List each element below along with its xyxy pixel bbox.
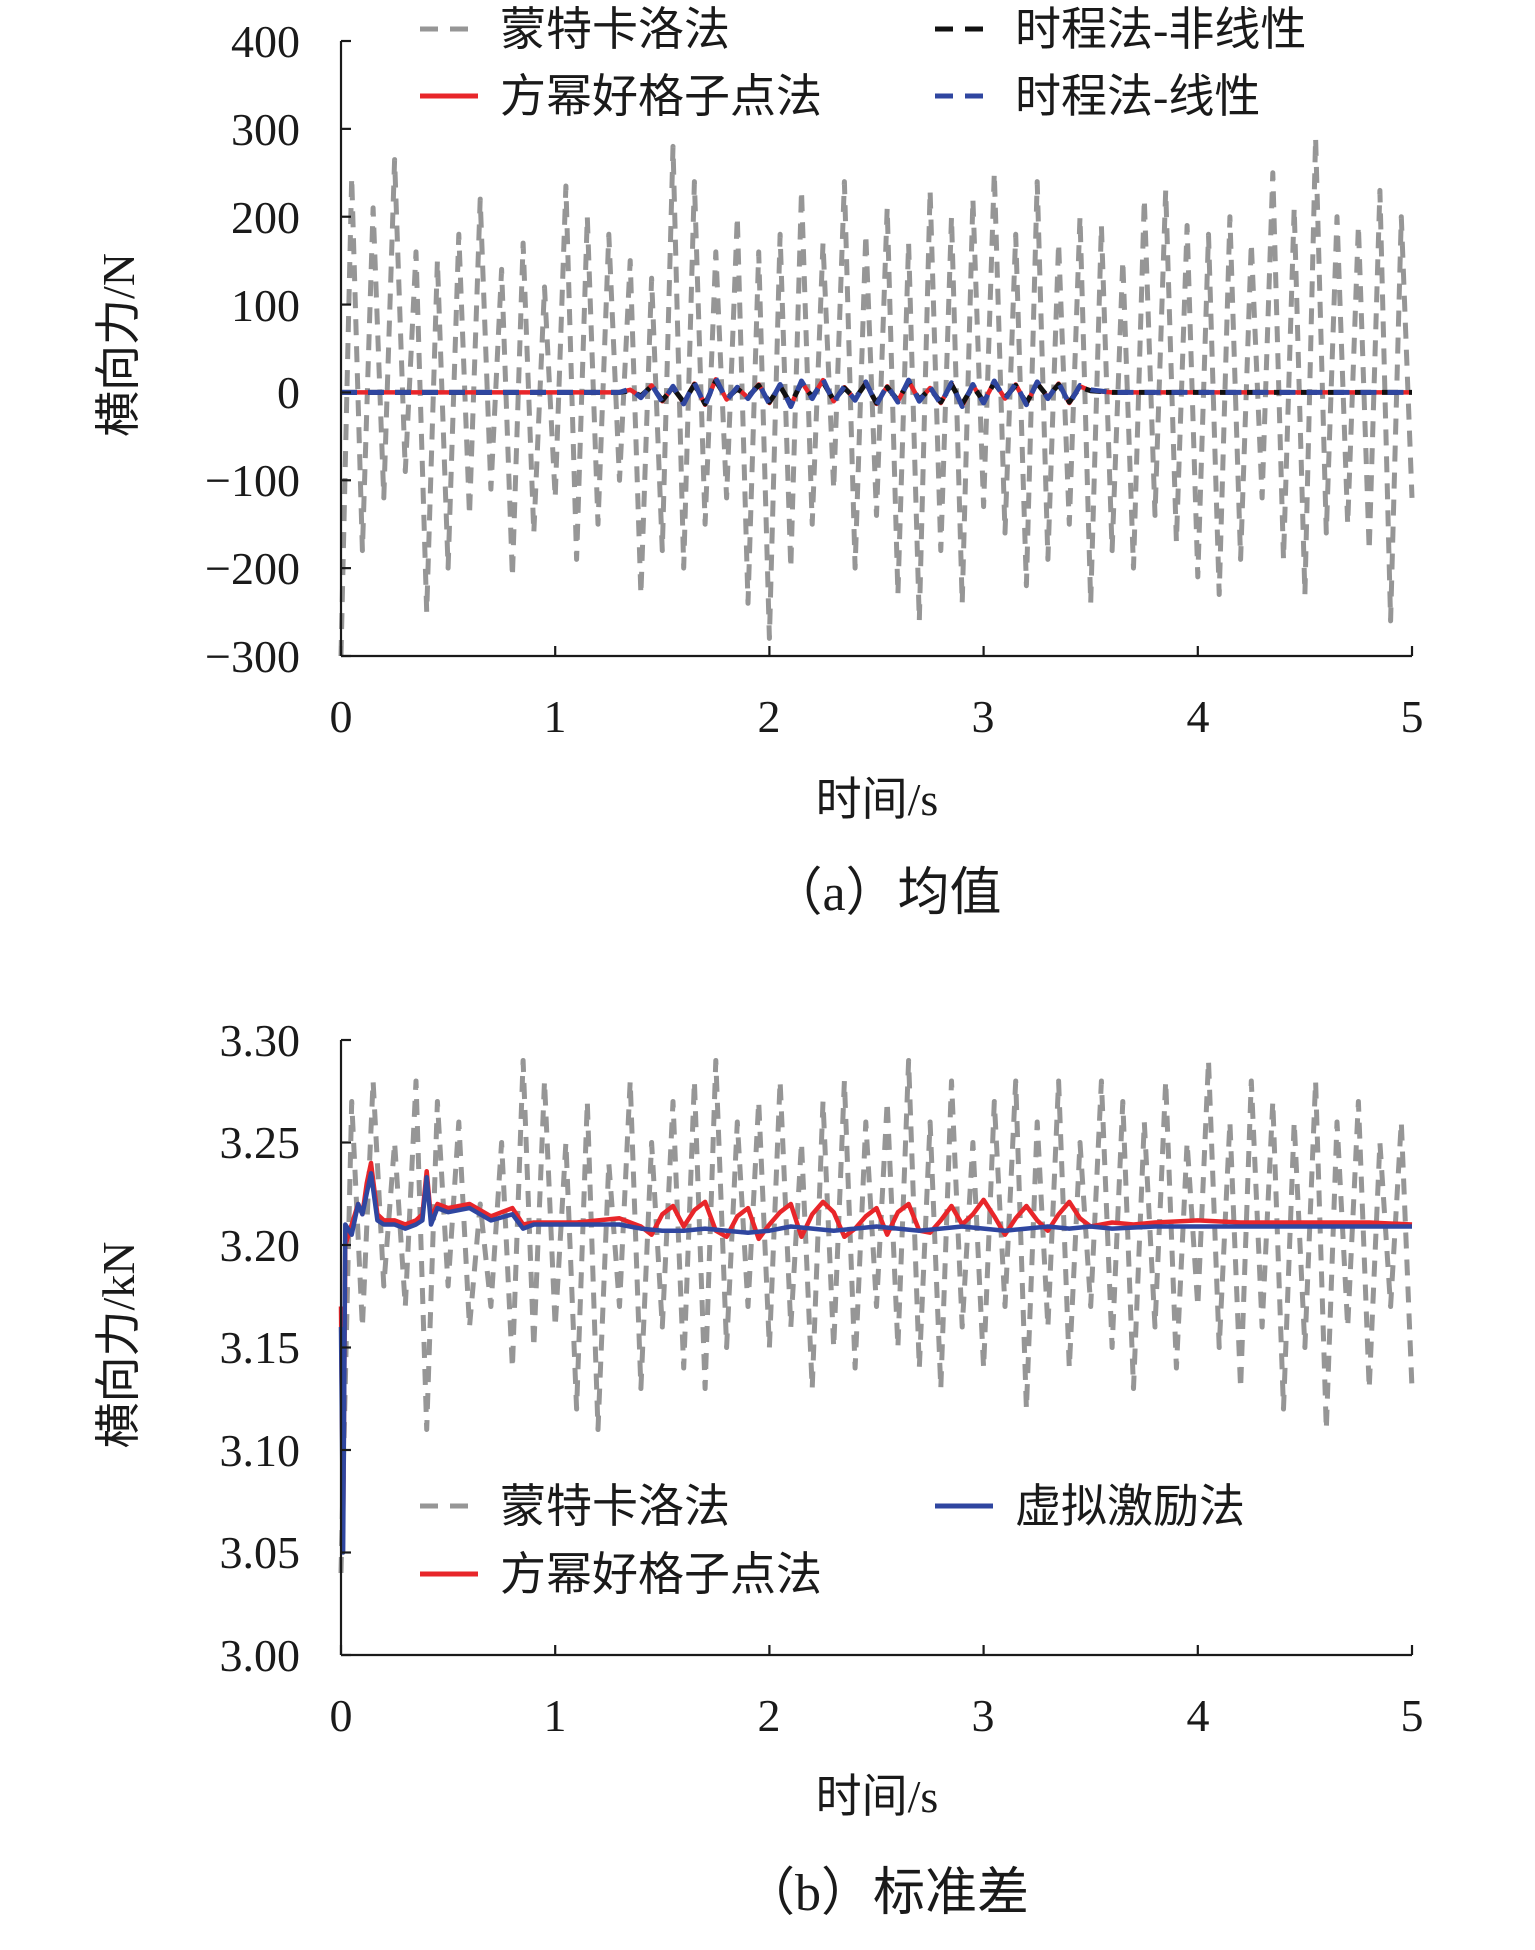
- legend-item-time-nonlinear: 时程法-非线性: [935, 4, 1306, 55]
- legend-item-time-linear: 时程法-线性: [935, 71, 1260, 122]
- y-tick-label: 100: [231, 280, 300, 331]
- x-tick-label: 2: [758, 691, 781, 742]
- series-line-0: [338, 1058, 1415, 1574]
- series-line-0: [338, 135, 1415, 657]
- legend-label-time-linear: 时程法-线性: [1015, 71, 1260, 122]
- x-tick-label: 4: [1187, 1690, 1210, 1741]
- y-tick-label: −200: [205, 543, 300, 594]
- legend-label-point-estimate: 方幂好格子点法: [500, 1549, 822, 1600]
- caption-mean: （a）均值: [770, 865, 1001, 922]
- y-axis-title: 横向力/N: [93, 253, 144, 437]
- y-tick-labels: 400 300 200 100 0 −100 −200 −300: [205, 16, 300, 682]
- x-tick-label: 2: [758, 1690, 781, 1741]
- plot-area: [338, 1058, 1415, 1574]
- legend: 蒙特卡洛法 虚拟激励法 方幂好格子点法: [420, 1481, 1245, 1600]
- chart-panel-std: 3.30 3.25 3.20 3.15 3.10 3.05 3.00 0 1 2…: [93, 1015, 1424, 1922]
- legend-item-pseudo-excitation: 虚拟激励法: [935, 1481, 1245, 1532]
- legend-item-point-estimate: 方幂好格子点法: [420, 71, 822, 122]
- x-tick-label: 4: [1187, 691, 1210, 742]
- legend-label-monte-carlo: 蒙特卡洛法: [500, 4, 730, 55]
- x-tick-labels: 0 1 2 3 4 5: [330, 1690, 1424, 1741]
- tick-marks: [339, 39, 1414, 658]
- x-tick-label: 1: [544, 1690, 567, 1741]
- x-axis-title: 时间/s: [816, 1771, 939, 1822]
- legend: 蒙特卡洛法 时程法-非线性 方幂好格子点法 时程法-线性: [420, 4, 1306, 122]
- legend-label-point-estimate: 方幂好格子点法: [500, 71, 822, 122]
- y-tick-label: 3.00: [220, 1630, 301, 1681]
- y-tick-label: 3.25: [220, 1117, 301, 1168]
- y-tick-label: −300: [205, 631, 300, 682]
- y-tick-label: 400: [231, 16, 300, 67]
- x-tick-label: 0: [330, 1690, 353, 1741]
- x-tick-label: 3: [972, 691, 995, 742]
- y-tick-label: 3.05: [220, 1527, 301, 1578]
- y-tick-label: 3.15: [220, 1322, 301, 1373]
- x-axis-title: 时间/s: [816, 774, 939, 825]
- legend-item-monte-carlo: 蒙特卡洛法: [420, 4, 730, 55]
- x-tick-labels: 0 1 2 3 4 5: [330, 691, 1424, 742]
- plot-area: [338, 135, 1415, 657]
- legend-label-time-nonlinear: 时程法-非线性: [1015, 4, 1306, 55]
- y-tick-label: 3.10: [220, 1425, 301, 1476]
- y-tick-labels: 3.30 3.25 3.20 3.15 3.10 3.05 3.00: [220, 1015, 301, 1681]
- legend-label-pseudo-excitation: 虚拟激励法: [1015, 1481, 1245, 1532]
- caption-std: （b）标准差: [743, 1865, 1029, 1922]
- y-axis-title: 横向力/kN: [93, 1242, 144, 1449]
- y-tick-label: −100: [205, 455, 300, 506]
- legend-item-point-estimate: 方幂好格子点法: [420, 1549, 822, 1600]
- legend-item-monte-carlo: 蒙特卡洛法: [420, 1481, 730, 1532]
- series-line-2: [341, 378, 1412, 407]
- x-tick-label: 3: [972, 1690, 995, 1741]
- x-tick-label: 5: [1401, 1690, 1424, 1741]
- series-line-2: [338, 1171, 1412, 1555]
- chart-panel-mean: 400 300 200 100 0 −100 −200 −300 0 1 2 3…: [93, 4, 1424, 922]
- y-tick-label: 3.20: [220, 1220, 301, 1271]
- y-tick-label: 200: [231, 192, 300, 243]
- tick-marks: [339, 1038, 1414, 1657]
- x-tick-label: 1: [544, 691, 567, 742]
- y-tick-label: 3.30: [220, 1015, 301, 1066]
- axes: [339, 41, 1412, 658]
- x-tick-label: 5: [1401, 691, 1424, 742]
- y-tick-label: 0: [277, 367, 300, 418]
- y-tick-label: 300: [231, 104, 300, 155]
- x-tick-label: 0: [330, 691, 353, 742]
- legend-label-monte-carlo: 蒙特卡洛法: [500, 1481, 730, 1532]
